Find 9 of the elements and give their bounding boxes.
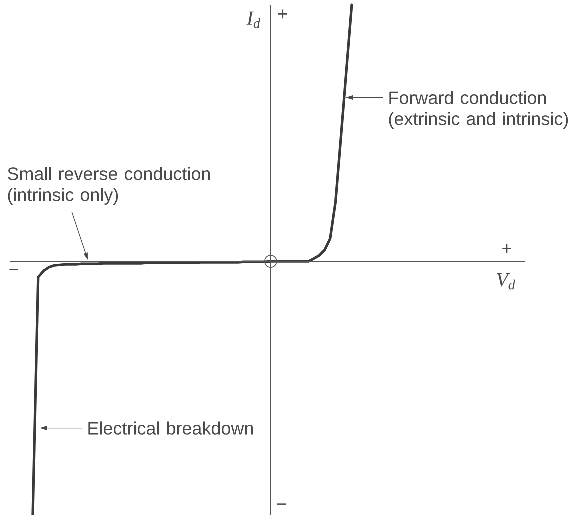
- annotation: −: [278, 504, 286, 505]
- text: V$_{d}$: [497, 273, 516, 290]
- annotation: +: [278, 10, 288, 19]
- text: −: [10, 269, 18, 271]
- annotation: Electrical breakdown: [88, 422, 254, 435]
- text: +: [502, 244, 512, 254]
- text: Forward conduction (extrinsic and intrinsic): [389, 91, 568, 129]
- annotation: Small reverse conduction (intrinsic only): [8, 167, 210, 205]
- y-axis-title: I$_{d}$: [246, 12, 260, 28]
